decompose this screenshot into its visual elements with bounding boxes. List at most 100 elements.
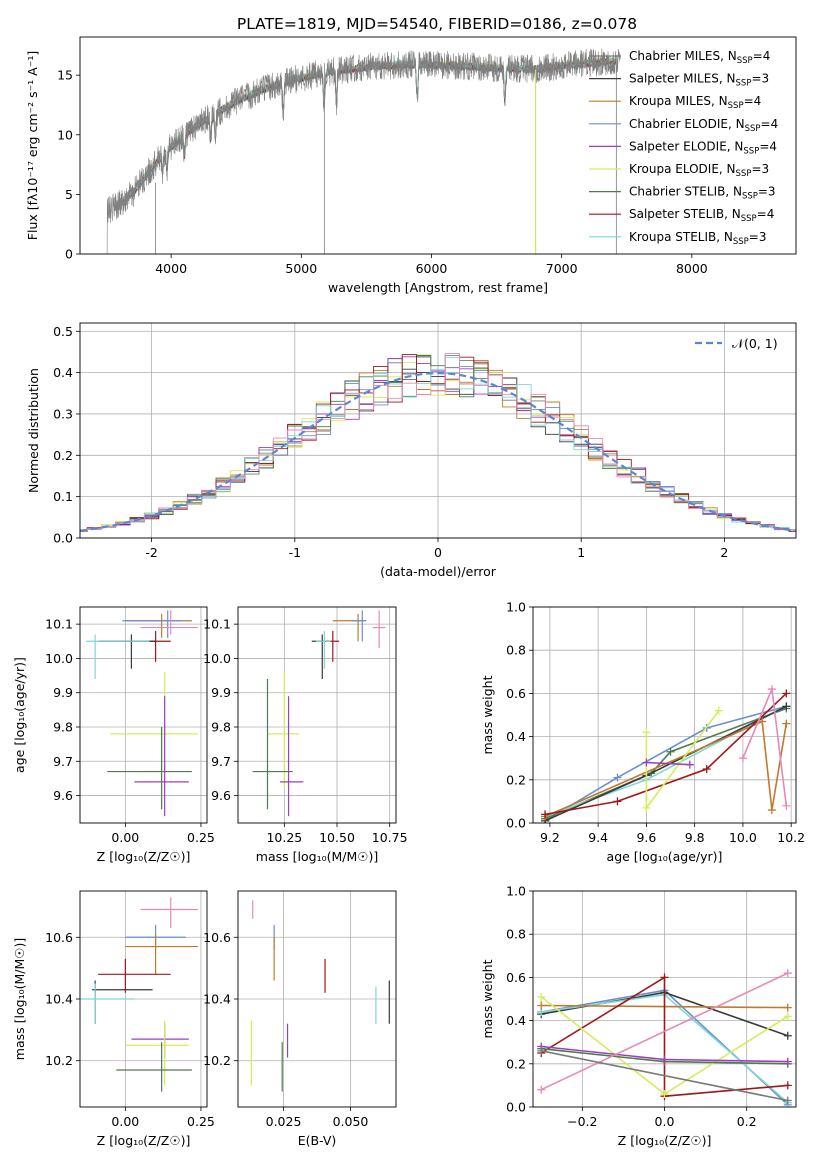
y-tick-label: 1.0 <box>506 600 526 615</box>
x-tick-label: −0.2 <box>567 1114 597 1129</box>
x-tick-label: 10.0 <box>729 830 757 845</box>
x-axis-label: wavelength [Angstrom, rest frame] <box>328 280 548 295</box>
axes-frame <box>79 36 797 255</box>
x-tick-label: 4000 <box>155 261 187 276</box>
error-bar-point <box>125 613 192 638</box>
x-tick-label: 10.50 <box>319 830 355 845</box>
x-tick-label: 9.4 <box>588 830 608 845</box>
histogram-step <box>80 355 796 532</box>
error-bar-point <box>98 958 171 993</box>
error-bar-point <box>252 679 293 810</box>
y-tick-label: 9.8 <box>211 720 231 735</box>
grid <box>238 607 396 823</box>
series-marker <box>782 719 791 728</box>
data-spectrum-line <box>106 48 621 254</box>
series-marker <box>660 1090 669 1099</box>
y-tick-label: 0.2 <box>506 1056 526 1071</box>
series-marker <box>660 1055 669 1064</box>
axes-frame <box>532 606 797 824</box>
y-tick-label: 0.1 <box>53 489 73 504</box>
series <box>537 973 792 1101</box>
error-bar-point <box>140 897 198 929</box>
error-bar-point <box>280 696 304 817</box>
panel-age-vs-Z: 0.00 0.25 9.6 9.7 9.8 9.9 10.0 10.1 Z [log₁₀(Z/Z… <box>12 606 215 864</box>
frame: 4000 5000 6000 7000 8000 0 5 10 15 wavelength [An… <box>25 36 797 295</box>
grid <box>80 323 796 539</box>
error-bar-point <box>140 610 198 635</box>
x-tick-label: 0.050 <box>333 1114 369 1129</box>
panel-residuals: -2 -1 0 1 2 0.0 0.1 0.2 0.3 0.4 0.5 (data-model)/er… <box>26 322 797 579</box>
x-axis-label: Z [log₁₀(Z/Z☉)] <box>618 1133 712 1148</box>
series <box>537 992 792 1099</box>
plot-area <box>537 969 792 1107</box>
x-tick-label: 9.6 <box>636 830 656 845</box>
figure-title: PLATE=1819, MJD=54540, FIBERID=0186, z=0… <box>237 15 637 33</box>
panel-mass-vs-Z: 0.00 0.25 10.2 10.4 10.6 Z [log₁₀(Z/Z☉)] mass … <box>12 890 215 1148</box>
x-tick-label: 10.25 <box>266 830 302 845</box>
legend-label: Chabrier MILES, NSSP=4 <box>629 49 770 66</box>
histogram-step <box>80 357 796 532</box>
y-tick-label: 9.7 <box>53 754 73 769</box>
y-tick-label: 0.4 <box>53 365 73 380</box>
frame: −0.2 0.0 0.2 0.0 0.2 0.4 0.6 0.8 1.0 Z [log₁₀(Z/Z… <box>480 884 797 1148</box>
x-tick-label: 0.0 <box>655 1114 675 1129</box>
panel-mass-weight-vs-Z: −0.2 0.0 0.2 0.0 0.2 0.4 0.6 0.8 1.0 Z [log₁₀(Z/Z… <box>480 884 797 1148</box>
panel-mass-vs-EBV: 0.025 0.050 10.2 10.4 10.6 E(B-V) <box>203 890 397 1148</box>
plot-area <box>106 48 621 254</box>
legend-label: Kroupa ELODIE, NSSP=3 <box>629 162 769 179</box>
series-line <box>540 972 789 1091</box>
series-marker <box>783 969 792 978</box>
series-marker <box>767 685 776 694</box>
x-tick-label: 2 <box>720 545 728 560</box>
x-axis-label: mass [log₁₀(M/M☉)] <box>256 849 378 864</box>
y-tick-label: 10.4 <box>203 992 231 1007</box>
y-tick-label: 10.6 <box>45 930 73 945</box>
y-tick-label: 0.8 <box>506 643 526 658</box>
series-marker <box>642 728 651 737</box>
series-marker <box>685 760 694 769</box>
x-tick-label: 10.2 <box>777 830 805 845</box>
series-marker <box>767 806 776 815</box>
series-marker <box>702 765 711 773</box>
x-tick-label: 9.2 <box>540 830 560 845</box>
error-bar-point <box>98 631 171 662</box>
x-tick-label: 10.75 <box>372 830 408 845</box>
x-axis-label: Z [log₁₀(Z/Z☉)] <box>97 849 191 864</box>
series-marker <box>714 706 723 715</box>
y-tick-label: 10.1 <box>203 617 231 632</box>
series-line <box>540 975 788 1098</box>
error-bar-point <box>125 934 198 975</box>
series-marker <box>783 1081 792 1090</box>
legend-label: 𝒩(0, 1) <box>732 336 778 351</box>
error-bar-point <box>131 1023 189 1058</box>
legend-label: Chabrier STELIB, NSSP=3 <box>629 185 776 202</box>
series-marker <box>758 717 767 726</box>
x-axis-label: (data-model)/error <box>380 564 497 579</box>
series-line <box>541 1050 788 1102</box>
error-bar-point <box>86 634 150 679</box>
histogram-step <box>80 354 796 533</box>
y-tick-label: 0.6 <box>506 970 526 985</box>
error-bar-point <box>125 1020 189 1086</box>
series-marker <box>537 1085 546 1094</box>
x-tick-label: 0.25 <box>187 830 215 845</box>
series-marker <box>783 1096 792 1105</box>
series-marker <box>537 1046 546 1055</box>
series-marker <box>782 689 791 698</box>
y-tick-label: 10.2 <box>45 1053 73 1068</box>
legend-label: Kroupa STELIB, NSSP=3 <box>629 230 767 247</box>
axes-frame <box>79 606 208 824</box>
y-axis-label: mass weight <box>480 675 495 754</box>
plot-area <box>80 897 198 1092</box>
series-marker <box>613 797 622 806</box>
x-tick-label: 7000 <box>546 261 578 276</box>
y-tick-label: 0.8 <box>506 927 526 942</box>
y-tick-label: 9.6 <box>53 788 73 803</box>
panel-mass-weight-vs-age: 9.2 9.4 9.6 9.8 10.0 10.2 0.0 0.2 0.4 0.6 0.8 1.0 ag… <box>480 600 805 865</box>
series <box>541 702 791 821</box>
y-tick-label: 10.0 <box>45 651 73 666</box>
y-tick-label: 9.6 <box>211 788 231 803</box>
x-tick-label: 5000 <box>285 261 317 276</box>
y-tick-label: 10.6 <box>203 930 231 945</box>
